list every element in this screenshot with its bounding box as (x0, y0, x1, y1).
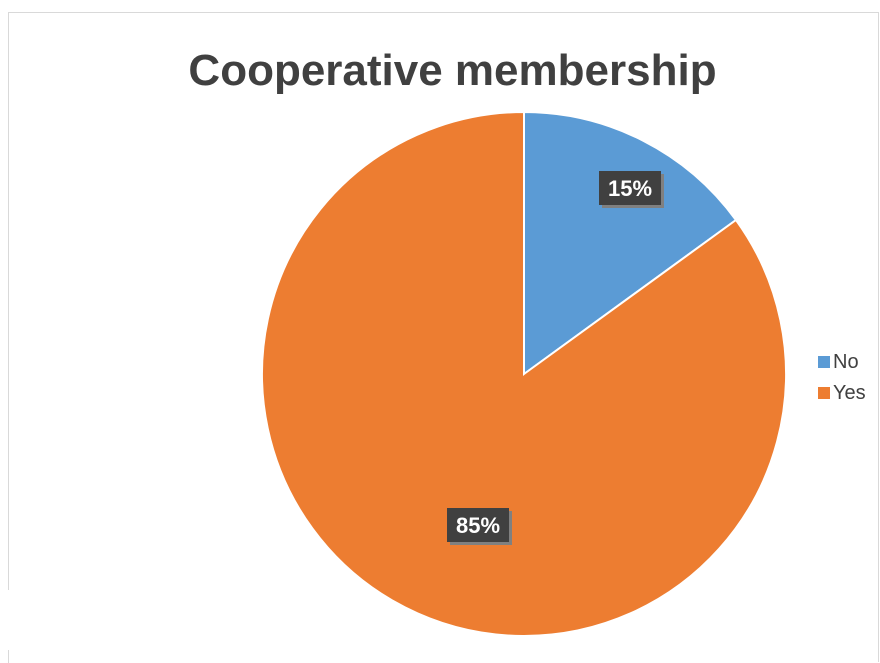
svg-text:85%: 85% (456, 513, 500, 538)
legend-swatch-yes (818, 387, 830, 399)
legend-label-yes: Yes (833, 381, 866, 404)
legend: No Yes (818, 348, 866, 410)
data-label-no: 15% (599, 171, 664, 208)
chart-border-left-lower (8, 650, 9, 663)
chart-border-left (8, 12, 9, 590)
legend-swatch-no (818, 356, 830, 368)
chart-title: Cooperative membership (188, 46, 717, 95)
legend-label-no: No (833, 350, 859, 373)
pie-slice-no[interactable] (523, 110, 738, 376)
pie-slice-yes[interactable] (261, 110, 787, 637)
legend-item-yes[interactable]: Yes (818, 379, 866, 407)
svg-text:15%: 15% (608, 176, 652, 201)
chart-frame (8, 12, 879, 662)
data-label-yes: 85% (447, 508, 512, 545)
legend-item-no[interactable]: No (818, 348, 866, 376)
